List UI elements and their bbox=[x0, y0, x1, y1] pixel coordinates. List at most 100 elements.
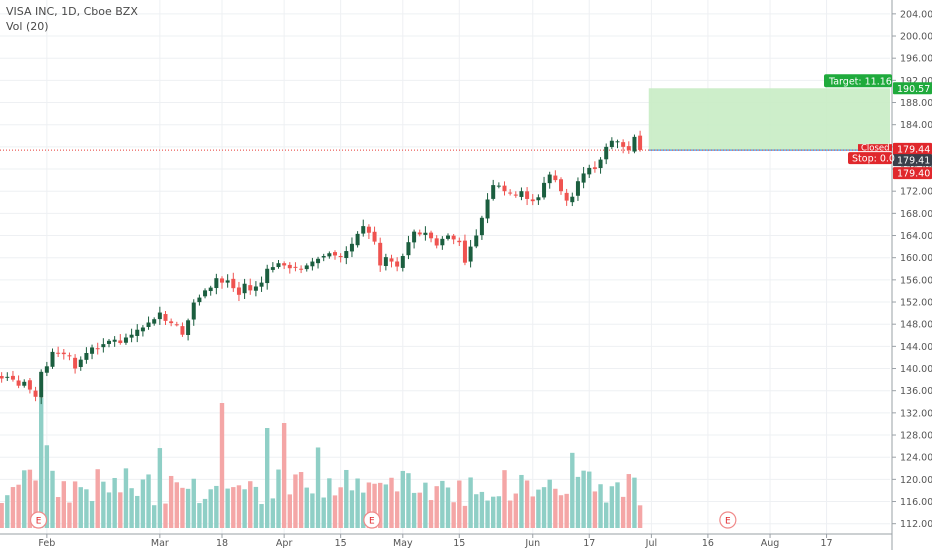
price-tick-label: 156.00 bbox=[900, 275, 932, 286]
earnings-label: E bbox=[725, 517, 731, 527]
earnings-marker: E bbox=[719, 511, 737, 529]
candle-body bbox=[389, 258, 394, 262]
candle-body bbox=[276, 263, 281, 268]
candle-body bbox=[383, 257, 388, 266]
candle-body bbox=[327, 253, 332, 257]
volume-bar bbox=[50, 470, 55, 528]
price-tick-label: 164.00 bbox=[900, 231, 932, 242]
time-tick-label: 18 bbox=[216, 538, 228, 549]
candle-body bbox=[440, 238, 445, 246]
volume-bar bbox=[22, 470, 27, 528]
volume-bar bbox=[5, 495, 10, 528]
volume-bar bbox=[541, 487, 547, 528]
earnings-label: E bbox=[369, 517, 375, 527]
volume-bar bbox=[507, 500, 513, 528]
price-tick-label: 196.00 bbox=[900, 54, 932, 65]
close-price-badge: 179.44 bbox=[897, 144, 930, 155]
volume-bar bbox=[236, 485, 242, 528]
candle-body bbox=[203, 290, 208, 297]
candle-body bbox=[220, 278, 224, 283]
candle-body bbox=[587, 167, 592, 175]
volume-bar bbox=[587, 471, 592, 528]
candle-body bbox=[338, 255, 343, 258]
earnings-circle bbox=[29, 511, 48, 529]
volume-bar bbox=[637, 505, 643, 528]
grid-lines bbox=[0, 0, 890, 534]
candle-body bbox=[632, 136, 637, 152]
candle-body bbox=[95, 348, 100, 350]
volume-bar bbox=[242, 489, 247, 528]
price-tick-label: 192.00 bbox=[900, 76, 932, 87]
time-tick-label: Jun bbox=[524, 538, 540, 549]
volume-bar bbox=[270, 498, 276, 528]
price-tick-label: 168.00 bbox=[900, 209, 932, 220]
earnings-marker: E bbox=[29, 511, 48, 529]
volume-bar bbox=[129, 488, 134, 528]
price-badges: Target: 11.16 190.57 Closed 179.44179.41Sto… bbox=[824, 74, 932, 180]
target-price-badge: 190.57 bbox=[897, 84, 930, 95]
candle-body bbox=[598, 159, 603, 169]
candle-body bbox=[609, 140, 614, 148]
volume-bar bbox=[118, 492, 123, 528]
candle-body bbox=[118, 340, 123, 344]
price-tick-label: 184.00 bbox=[900, 120, 932, 131]
volume-bar bbox=[293, 474, 298, 528]
volume-bar bbox=[553, 488, 558, 528]
price-tick-label: 124.00 bbox=[900, 453, 932, 464]
volume-bar bbox=[202, 498, 208, 528]
volume-bar bbox=[163, 503, 168, 528]
volume-bar bbox=[310, 493, 315, 528]
volume-bar bbox=[135, 495, 140, 528]
stop-label: Stop: 0.0 bbox=[852, 154, 895, 165]
price-tick-label: 128.00 bbox=[900, 431, 932, 442]
candle-body bbox=[135, 329, 140, 336]
candle-body bbox=[5, 376, 10, 378]
volume-bar bbox=[304, 487, 309, 528]
price-tick-label: 200.00 bbox=[900, 32, 932, 43]
candle-body bbox=[429, 232, 434, 239]
volume-bar bbox=[581, 470, 586, 528]
candle-body bbox=[406, 242, 411, 256]
symbol-title[interactable]: VISA INC, 1D, Cboe BZX bbox=[6, 5, 138, 18]
time-axis[interactable]: Feb Mar 18 Apr 15 May 15 Jun 17 Jul 16 Aug 17 bbox=[0, 533, 892, 549]
volume-bar bbox=[231, 487, 236, 528]
volume-bar bbox=[327, 478, 332, 528]
candle-body bbox=[112, 339, 117, 342]
candle-body bbox=[16, 380, 21, 386]
price-tick-label: 140.00 bbox=[900, 364, 932, 375]
candle-body bbox=[27, 380, 32, 390]
volume-bar bbox=[44, 445, 50, 528]
price-tick-label: 152.00 bbox=[900, 298, 932, 309]
earnings-label: E bbox=[36, 517, 42, 527]
volume-bar bbox=[491, 496, 496, 528]
candle-body bbox=[208, 287, 213, 292]
time-tick-label: May bbox=[393, 538, 413, 549]
volume-bar bbox=[89, 500, 95, 528]
volume-bar bbox=[344, 469, 349, 528]
volume-bar bbox=[445, 487, 451, 528]
candle-body bbox=[604, 146, 609, 160]
earnings-circle bbox=[719, 511, 737, 529]
candle-body bbox=[491, 185, 496, 199]
volume-bar bbox=[265, 428, 270, 528]
volume-bar bbox=[0, 503, 4, 528]
volume-bar bbox=[496, 496, 502, 528]
candle-body bbox=[293, 266, 298, 268]
volume-bar bbox=[33, 480, 38, 528]
volume-bar bbox=[259, 504, 264, 528]
candle-body bbox=[575, 181, 580, 196]
candle-body bbox=[56, 352, 61, 354]
candle-body bbox=[191, 302, 196, 320]
candle-body bbox=[259, 282, 264, 287]
volume-bar bbox=[457, 480, 462, 528]
closed-label: Closed bbox=[861, 144, 890, 154]
candle-body bbox=[140, 327, 145, 332]
price-tick-label: 204.00 bbox=[900, 9, 932, 20]
volume-indicator-label[interactable]: Vol (20) bbox=[6, 20, 49, 33]
stop-price-badge: 179.40 bbox=[897, 169, 930, 180]
price-tick-label: 172.00 bbox=[900, 187, 932, 198]
candle-body bbox=[73, 357, 78, 369]
volume-bar bbox=[112, 477, 117, 528]
volume-bar bbox=[185, 488, 191, 528]
